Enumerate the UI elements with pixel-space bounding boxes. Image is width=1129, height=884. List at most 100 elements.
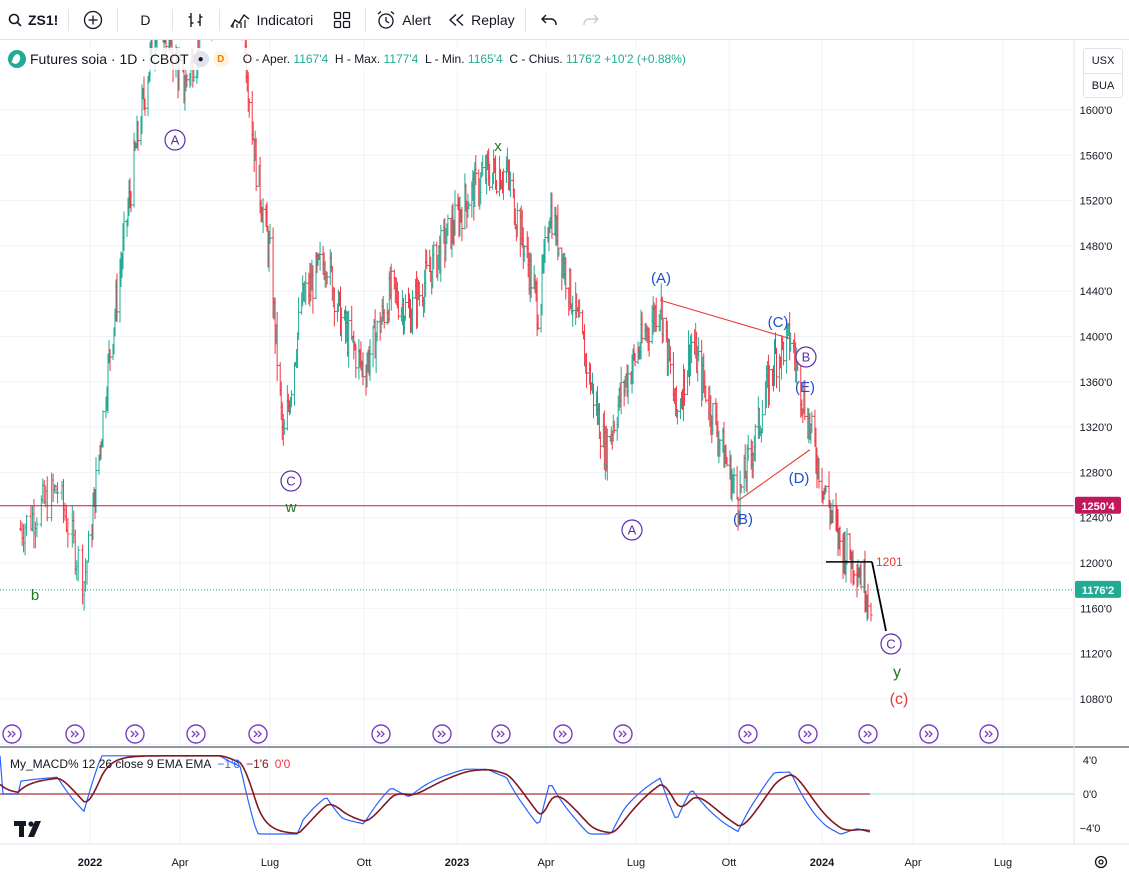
price-bar	[368, 339, 372, 381]
price-bar	[55, 482, 60, 504]
price-bar	[439, 224, 443, 283]
price-bar	[460, 206, 464, 242]
time-axis-label: Ott	[722, 857, 737, 869]
low-label: L - Min.	[425, 52, 465, 66]
last-price-tag[interactable]	[1075, 580, 1121, 598]
event-marker-icon[interactable]	[798, 724, 818, 744]
price-bar	[718, 438, 722, 457]
tradingview-logo-icon[interactable]	[14, 820, 46, 838]
event-marker-icon[interactable]	[186, 724, 206, 744]
wave-label-B-circle[interactable]: B	[795, 346, 817, 368]
price-bar	[396, 291, 400, 320]
alert-button[interactable]: Alert	[368, 0, 439, 40]
wave-label-y[interactable]: y	[893, 664, 901, 681]
price-bar	[425, 249, 429, 270]
wave-label-w[interactable]: w	[285, 499, 297, 516]
chart-type-button[interactable]	[175, 0, 217, 40]
change-percent: (+0.88%)	[636, 52, 686, 66]
price-bar	[845, 527, 849, 565]
event-marker-icon[interactable]	[432, 724, 452, 744]
wave-label-C-paren[interactable]: (C)	[768, 314, 789, 331]
price-bar	[318, 241, 322, 271]
price-axis-label: 1480'0	[1080, 241, 1113, 253]
wave-label-C-circle-1[interactable]: C	[280, 470, 302, 492]
interval-label: D	[140, 11, 151, 28]
price-axis-label: 1320'0	[1080, 422, 1113, 434]
wave-label-b[interactable]: b	[31, 587, 39, 604]
symbol-legend[interactable]: Futures soia · 1D · CBOT ● D O - Aper. 1…	[8, 48, 692, 70]
wave-label-A-paren[interactable]: (A)	[651, 270, 671, 287]
chart-canvas[interactable]: A Cw b x (A) (C) B (E) (D) (B) A 1201 Cy (c) 1600'0 15…	[0, 40, 1129, 884]
trendline[interactable]	[737, 449, 811, 502]
price-bar	[767, 365, 772, 406]
resistance-price-tag[interactable]	[1075, 496, 1121, 514]
interval-button[interactable]: D	[120, 0, 170, 40]
price-bar	[35, 517, 39, 538]
projection-line[interactable]	[871, 561, 887, 632]
toolbar-divider	[117, 8, 119, 31]
price-bar	[347, 310, 351, 368]
time-axis-label: Apr	[171, 857, 188, 869]
eye-icon[interactable]: ●	[192, 51, 209, 67]
wave-label-B-paren[interactable]: (B)	[733, 511, 753, 528]
event-marker-icon[interactable]	[919, 724, 939, 744]
currency-selector[interactable]: USX BUA	[1083, 48, 1123, 98]
price-bar	[578, 299, 582, 317]
price-bar	[725, 456, 729, 467]
event-marker-icon[interactable]	[979, 724, 999, 744]
soybean-logo-icon	[8, 50, 26, 68]
time-axis-label: Apr	[537, 857, 554, 869]
undo-button[interactable]	[528, 0, 570, 40]
event-marker-icon[interactable]	[248, 724, 268, 744]
event-marker-icon[interactable]	[491, 724, 511, 744]
currency-value[interactable]: USX	[1091, 55, 1115, 67]
price-bar	[350, 305, 354, 341]
event-marker-icon[interactable]	[553, 724, 573, 744]
level-1201-label[interactable]: 1201	[876, 555, 903, 569]
event-marker-icon[interactable]	[738, 724, 758, 744]
replay-button[interactable]: Replay	[439, 0, 523, 40]
trendline[interactable]	[660, 299, 791, 340]
price-bar	[859, 562, 863, 589]
wave-label-c-paren[interactable]: (c)	[890, 691, 909, 708]
price-bar	[167, 40, 170, 51]
price-bar	[211, 40, 213, 41]
wave-label-E-paren[interactable]: (E)	[795, 379, 815, 396]
price-bar	[584, 352, 589, 388]
unit-value[interactable]: BUA	[1084, 73, 1122, 97]
macd-value: −1'6	[217, 757, 241, 771]
price-bar	[647, 327, 651, 357]
compare-symbol-button[interactable]	[71, 0, 115, 40]
price-bar	[739, 484, 743, 494]
redo-button[interactable]	[570, 0, 612, 40]
price-bar	[515, 202, 519, 238]
templates-button[interactable]	[321, 0, 363, 40]
wave-label-A-circle-1[interactable]: A	[164, 129, 186, 151]
price-bar	[481, 155, 485, 176]
wave-label-x[interactable]: x	[494, 138, 502, 155]
event-marker-icon[interactable]	[371, 724, 391, 744]
wave-label-C-circle-2[interactable]: C	[880, 633, 902, 655]
event-marker-icon[interactable]	[2, 724, 22, 744]
wave-label-D-paren[interactable]: (D)	[789, 470, 810, 487]
price-axis-label: 1600'0	[1080, 105, 1113, 117]
wave-label-A-circle-2[interactable]: A	[621, 519, 643, 541]
macd-legend[interactable]: My_MACD% 12 26 close 9 EMA EMA −1'6 −1'6…	[10, 757, 290, 771]
event-marker-icon[interactable]	[858, 724, 878, 744]
top-toolbar: ZS1! D Indicatori Alert Replay	[0, 0, 1129, 40]
time-axis-label: Apr	[904, 857, 921, 869]
price-bar	[668, 346, 672, 375]
price-bar	[550, 192, 554, 239]
symbol-search-button[interactable]: ZS1!	[0, 0, 66, 40]
price-bar	[101, 410, 105, 448]
axes: 1600'0 1560'0 1520'0 1480'0 1440'0 1400'0 1360…	[0, 40, 1129, 869]
price-axis-label: 1440'0	[1080, 286, 1113, 298]
event-marker-icon[interactable]	[65, 724, 85, 744]
event-marker-icon[interactable]	[613, 724, 633, 744]
gear-icon[interactable]	[1093, 854, 1109, 870]
price-axis-label: 1520'0	[1080, 196, 1113, 208]
event-marker-icon[interactable]	[125, 724, 145, 744]
toolbar-divider	[365, 8, 367, 31]
indicators-button[interactable]: Indicatori	[222, 0, 321, 40]
